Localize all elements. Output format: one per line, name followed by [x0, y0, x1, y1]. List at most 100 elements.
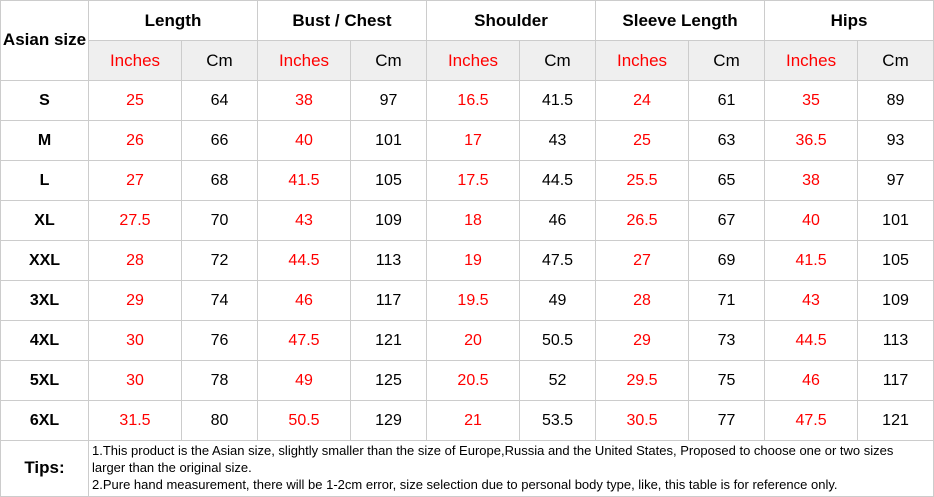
unit-header-cm-sleeve-length: Cm — [688, 40, 766, 81]
unit-header-inches-length: Inches — [88, 40, 182, 81]
measurement-cell: 41.5 — [764, 240, 859, 281]
size-row-4xl: 4XL 30 76 47.5 121 20 50.5 29 73 44.5 113 — [0, 320, 934, 361]
measurement-cell: 20.5 — [426, 360, 520, 401]
measurement-cell: 40 — [257, 120, 351, 161]
measurement-cell: 109 — [857, 280, 934, 321]
measurement-cell: 66 — [181, 120, 258, 161]
unit-header-inches-sleeve-length: Inches — [595, 40, 690, 81]
measurement-cell: 27 — [595, 240, 690, 281]
measurement-cell: 38 — [764, 160, 859, 201]
tips-line: 1.This product is the Asian size, slight… — [92, 443, 894, 475]
measurement-cell: 97 — [350, 80, 427, 121]
unit-header-inches-shoulder: Inches — [426, 40, 520, 81]
measurement-cell: 36.5 — [764, 120, 859, 161]
measurement-cell: 53.5 — [518, 400, 597, 441]
measurement-cell: 30.5 — [595, 400, 690, 441]
group-header-bust-chest: Bust / Chest — [257, 0, 427, 41]
row-size-label: L — [0, 160, 89, 201]
measurement-cell: 18 — [426, 200, 520, 241]
measurement-cell: 30 — [88, 320, 182, 361]
measurement-cell: 21 — [426, 400, 520, 441]
measurement-cell: 31.5 — [88, 400, 182, 441]
measurement-cell: 43 — [257, 200, 351, 241]
tips-line: 2.Pure hand measurement, there will be 1… — [92, 476, 838, 492]
group-header-row: Asian size Length Bust / Chest Shoulder Slee… — [0, 0, 934, 81]
measurement-cell: 117 — [857, 360, 934, 401]
unit-header-row: Inches Cm Inches Cm Inches Cm Inches Cm Inches Cm — [1, 40, 934, 81]
measurement-cell: 26 — [88, 120, 182, 161]
group-header-sleeve-length: Sleeve Length — [595, 0, 766, 41]
measurement-cell: 75 — [688, 360, 766, 401]
measurement-cell: 77 — [688, 400, 766, 441]
measurement-cell: 63 — [688, 120, 766, 161]
measurement-cell: 73 — [688, 320, 766, 361]
unit-header-cm-bust-chest: Cm — [350, 40, 427, 81]
measurement-cell: 72 — [181, 240, 258, 281]
measurement-cell: 49 — [518, 280, 597, 321]
unit-header-inches-bust-chest: Inches — [257, 40, 351, 81]
size-row-6xl: 6XL 31.5 80 50.5 129 21 53.5 30.5 77 47.5 121 — [0, 400, 934, 441]
size-row-xxl: XXL 28 72 44.5 113 19 47.5 27 69 41.5 105 — [0, 240, 934, 281]
row-size-label: 4XL — [0, 320, 89, 361]
measurement-cell: 105 — [857, 240, 934, 281]
row-size-label: XL — [0, 200, 89, 241]
measurement-cell: 47.5 — [257, 320, 351, 361]
measurement-cell: 50.5 — [257, 400, 351, 441]
measurement-cell: 65 — [688, 160, 766, 201]
group-header-hips: Hips — [764, 0, 934, 41]
measurement-cell: 69 — [688, 240, 766, 281]
measurement-cell: 28 — [88, 240, 182, 281]
measurement-cell: 26.5 — [595, 200, 690, 241]
measurement-cell: 27.5 — [88, 200, 182, 241]
size-row-xl: XL 27.5 70 43 109 18 46 26.5 67 40 101 — [0, 200, 934, 241]
measurement-cell: 43 — [518, 120, 597, 161]
measurement-cell: 46 — [518, 200, 597, 241]
row-size-label: M — [0, 120, 89, 161]
measurement-cell: 93 — [857, 120, 934, 161]
size-row-l: L 27 68 41.5 105 17.5 44.5 25.5 65 38 97 — [0, 160, 934, 201]
tips-label: Tips: — [0, 440, 89, 497]
measurement-cell: 24 — [595, 80, 690, 121]
measurement-cell: 89 — [857, 80, 934, 121]
measurement-cell: 76 — [181, 320, 258, 361]
measurement-cell: 46 — [257, 280, 351, 321]
row-size-label: S — [0, 80, 89, 121]
group-header-shoulder: Shoulder — [425, 0, 597, 41]
measurement-cell: 113 — [350, 240, 427, 281]
measurement-cell: 27 — [88, 160, 182, 201]
measurement-cell: 74 — [181, 280, 258, 321]
measurement-cell: 129 — [350, 400, 427, 441]
measurement-cell: 97 — [857, 160, 934, 201]
size-row-s: S 25 64 38 97 16.5 41.5 24 61 35 89 — [0, 80, 934, 121]
table-body: S 25 64 38 97 16.5 41.5 24 61 35 89 M 26 66 40 101 17 43 2… — [0, 80, 934, 497]
measurement-cell: 38 — [257, 80, 351, 121]
table-header: Asian size Length Bust / Chest Shoulder Slee… — [0, 0, 934, 81]
measurement-cell: 16.5 — [426, 80, 520, 121]
measurement-cell: 68 — [181, 160, 258, 201]
size-row-3xl: 3XL 29 74 46 117 19.5 49 28 71 43 109 — [0, 280, 934, 321]
tips-row: Tips: 1.This product is the Asian size, s… — [0, 440, 934, 497]
measurement-cell: 25 — [88, 80, 182, 121]
measurement-cell: 125 — [350, 360, 427, 401]
unit-header-cm-hips: Cm — [857, 40, 934, 81]
measurement-cell: 117 — [350, 280, 427, 321]
measurement-cell: 61 — [688, 80, 766, 121]
measurement-cell: 25.5 — [595, 160, 690, 201]
measurement-cell: 121 — [350, 320, 427, 361]
unit-header-cm-shoulder: Cm — [518, 40, 597, 81]
measurement-cell: 41.5 — [257, 160, 351, 201]
measurement-cell: 64 — [181, 80, 258, 121]
corner-header: Asian size — [0, 0, 89, 81]
row-size-label: 3XL — [0, 280, 89, 321]
measurement-cell: 47.5 — [764, 400, 859, 441]
measurement-cell: 25 — [595, 120, 690, 161]
measurement-cell: 41.5 — [518, 80, 597, 121]
unit-header-inches-hips: Inches — [764, 40, 859, 81]
measurement-cell: 101 — [857, 200, 934, 241]
size-row-m: M 26 66 40 101 17 43 25 63 36.5 93 — [0, 120, 934, 161]
measurement-cell: 52 — [518, 360, 597, 401]
tips-text-cell: 1.This product is the Asian size, slight… — [87, 440, 934, 497]
measurement-cell: 71 — [688, 280, 766, 321]
